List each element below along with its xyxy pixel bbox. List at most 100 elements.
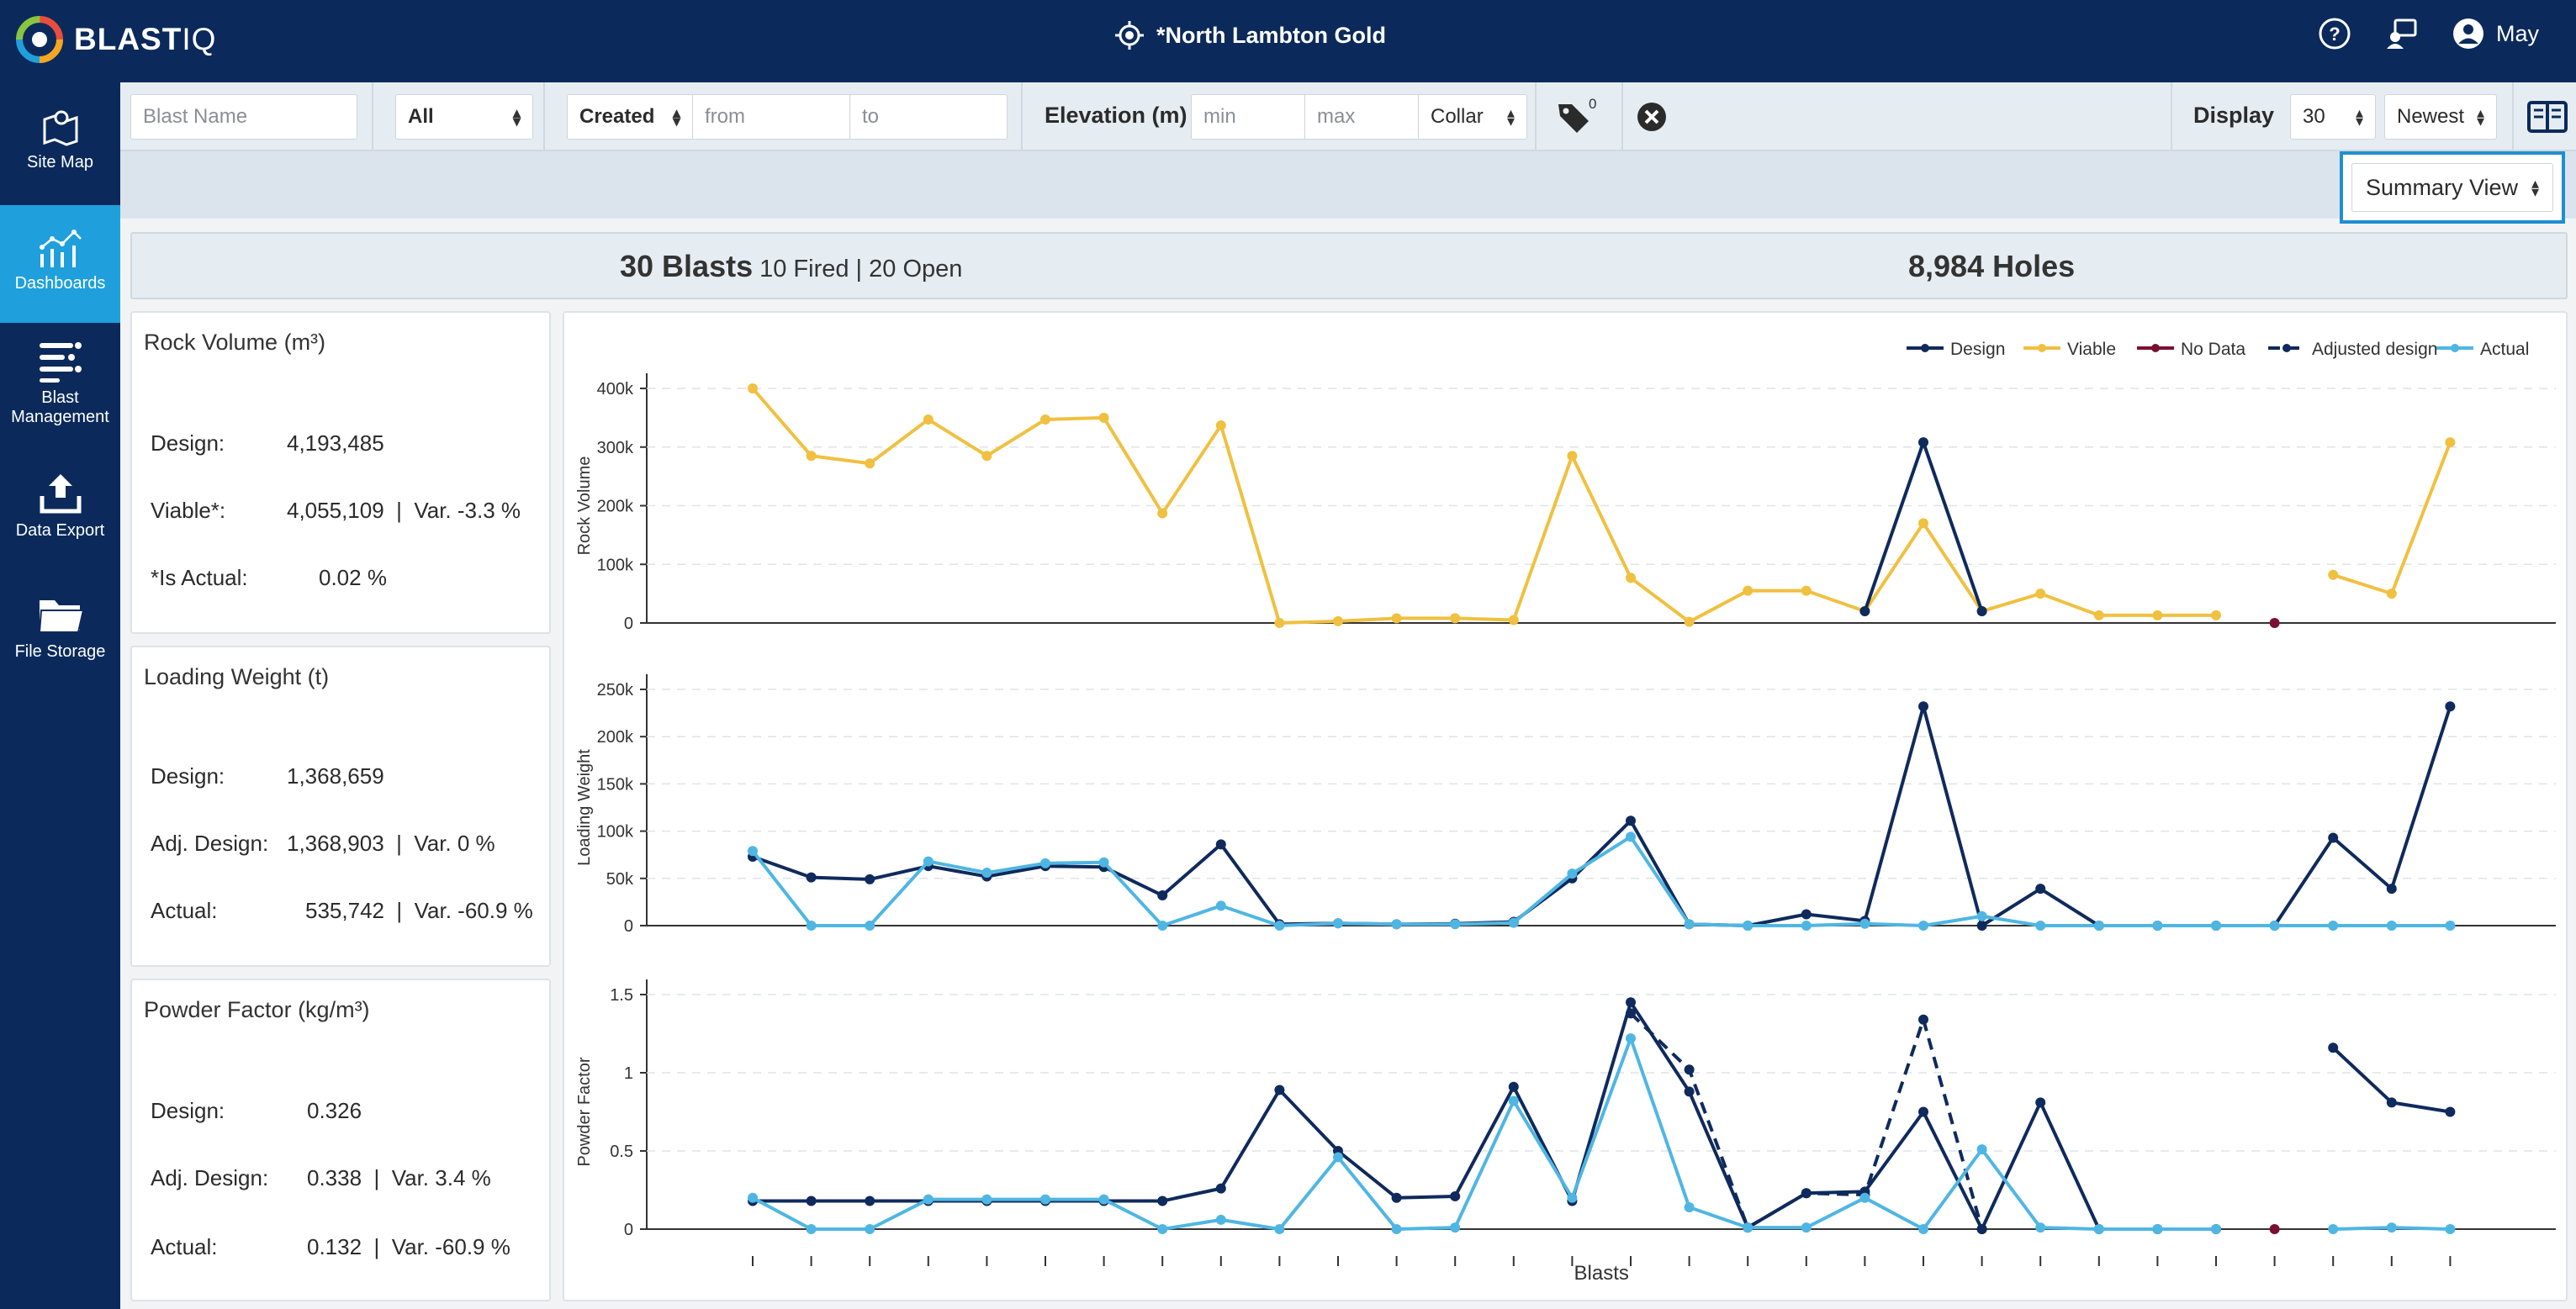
divider [2512, 82, 2514, 150]
data-point-actual [1626, 1033, 1636, 1044]
data-point-viable [1098, 412, 1109, 423]
x-axis-title: Blasts [1574, 1262, 1629, 1285]
site-name: *North Lambton Gold [1156, 22, 1386, 48]
series-line-actual [752, 1037, 2216, 1231]
elevation-reference-select[interactable]: Collar ▴ ▾ [1418, 94, 1527, 140]
support-chat-icon[interactable] [2385, 17, 2419, 50]
data-point-viable [1040, 414, 1050, 425]
data-point-actual [748, 846, 758, 857]
data-point-actual [1508, 1095, 1519, 1106]
data-point-viable [2093, 610, 2104, 620]
blast-count: 30 Blasts 10 Fired | 20 Open [620, 249, 963, 283]
status-select[interactable]: All ▴ ▾ [395, 94, 533, 140]
sidebar-item-site-map[interactable]: Site Map [0, 106, 120, 172]
user-menu[interactable]: May [2452, 18, 2539, 50]
divider [1535, 82, 1537, 150]
data-point-design [2445, 1106, 2456, 1117]
blast-name-input[interactable] [130, 94, 357, 140]
data-point-no-data [2269, 1224, 2280, 1234]
sidebar-item-blast-management[interactable]: Blast Management [0, 340, 120, 427]
data-point-actual [2093, 1224, 2104, 1234]
y-tick-label: 200k [597, 728, 634, 747]
sidebar-item-dashboards[interactable]: Dashboards [0, 205, 120, 323]
date-field-select[interactable]: Created ▴ ▾ [567, 94, 693, 140]
y-tick-label: 0 [624, 1221, 633, 1239]
data-point-actual [1918, 1224, 1928, 1234]
data-point-actual [806, 921, 817, 931]
data-point-actual [2211, 921, 2221, 931]
blastiq-logo-icon [16, 16, 63, 63]
card-title: Rock Volume (m³) [144, 330, 326, 355]
data-point-viable [1333, 615, 1343, 626]
elevation-max-input[interactable] [1304, 94, 1419, 140]
book-guide-icon[interactable] [2527, 99, 2568, 135]
series-line-viable [751, 387, 2216, 625]
date-to-input[interactable] [849, 94, 1008, 140]
y-axis-title: Loading Weight [575, 749, 594, 866]
user-avatar-icon [2452, 18, 2483, 49]
data-point-design [2445, 701, 2456, 712]
data-point-actual [1508, 917, 1519, 928]
data-point-actual [1684, 919, 1695, 930]
data-point-design [1450, 1190, 1461, 1201]
series-line-actual [751, 835, 2451, 927]
data-point-actual [748, 1192, 758, 1203]
y-tick-label: 300k [597, 439, 634, 457]
data-point-actual [2152, 1224, 2163, 1234]
data-point-actual [1567, 1192, 1578, 1203]
view-select[interactable]: Summary View ▴ ▾ [2340, 151, 2565, 224]
data-point-actual [1274, 921, 1285, 931]
series-line-viable [2332, 441, 2452, 596]
sort-order-select[interactable]: Newest ▴ ▾ [2384, 94, 2497, 140]
loading-weight-card: Loading Weight (t) Design: 1,368,659 Adj.… [130, 646, 551, 967]
data-point-design [1918, 1106, 1928, 1117]
y-tick-label: 200k [597, 498, 634, 516]
data-point-viable [1157, 508, 1168, 519]
elevation-label: Elevation (m) [1045, 103, 1187, 128]
data-point-viable [2152, 610, 2163, 620]
card-title: Loading Weight (t) [144, 664, 330, 689]
data-point-viable [1391, 613, 1402, 624]
display-count-select[interactable]: 30 ▴ ▾ [2290, 94, 2376, 140]
data-point-viable [1801, 585, 1812, 596]
data-point-design [2328, 1042, 2339, 1053]
y-axis-title: Rock Volume [575, 457, 594, 556]
help-icon[interactable]: ? [2318, 17, 2351, 50]
y-tick-label: 50k [606, 870, 634, 889]
data-point-actual [1743, 1222, 1753, 1233]
data-point-actual [2328, 1224, 2339, 1234]
site-selector[interactable]: *North Lambton Gold [1114, 20, 1386, 50]
actual-row: Actual: 535,742 | Var. -60.9 % [151, 898, 533, 923]
data-point-actual [1743, 921, 1753, 931]
data-point-actual [1215, 900, 1226, 911]
app-logo[interactable]: BLASTIQ [13, 13, 216, 66]
blast-management-list-icon [39, 342, 82, 383]
data-point-design [1157, 1196, 1168, 1206]
tag-filter-button[interactable]: 0 [1555, 96, 1605, 136]
date-from-input[interactable] [692, 94, 850, 140]
legend-marker [2282, 344, 2291, 352]
elevation-min-input[interactable] [1191, 94, 1305, 140]
sidebar-item-data-export[interactable]: Data Export [0, 471, 120, 541]
data-point-actual [1040, 858, 1050, 868]
data-point-actual [923, 1194, 934, 1205]
blast-metrics-chart-panel: Design Viable No Data Adjusted design Actual… [563, 311, 2568, 1301]
data-point-design [1391, 1192, 1402, 1203]
dashboard-chart-icon [39, 230, 82, 267]
sidebar-item-file-storage[interactable]: File Storage [0, 592, 120, 662]
data-point-viable [1450, 613, 1461, 624]
y-tick-label: 100k [597, 823, 634, 842]
data-point-design [2035, 884, 2046, 895]
sort-caret-icon: ▴ ▾ [672, 104, 680, 129]
legend-marker [1921, 344, 1929, 352]
data-point-design [1157, 890, 1168, 901]
tag-count: 0 [1589, 96, 1597, 112]
sort-caret-icon: ▴ ▾ [2355, 104, 2363, 129]
y-tick-label: 1.5 [610, 986, 633, 1005]
data-point-actual [1976, 910, 1987, 921]
legend-label: Design [1950, 340, 2005, 359]
clear-filters-icon[interactable] [1637, 102, 1667, 132]
design-row: Design: 0.326 [151, 1098, 362, 1123]
divider [2171, 82, 2172, 150]
data-point-viable [2328, 569, 2339, 580]
